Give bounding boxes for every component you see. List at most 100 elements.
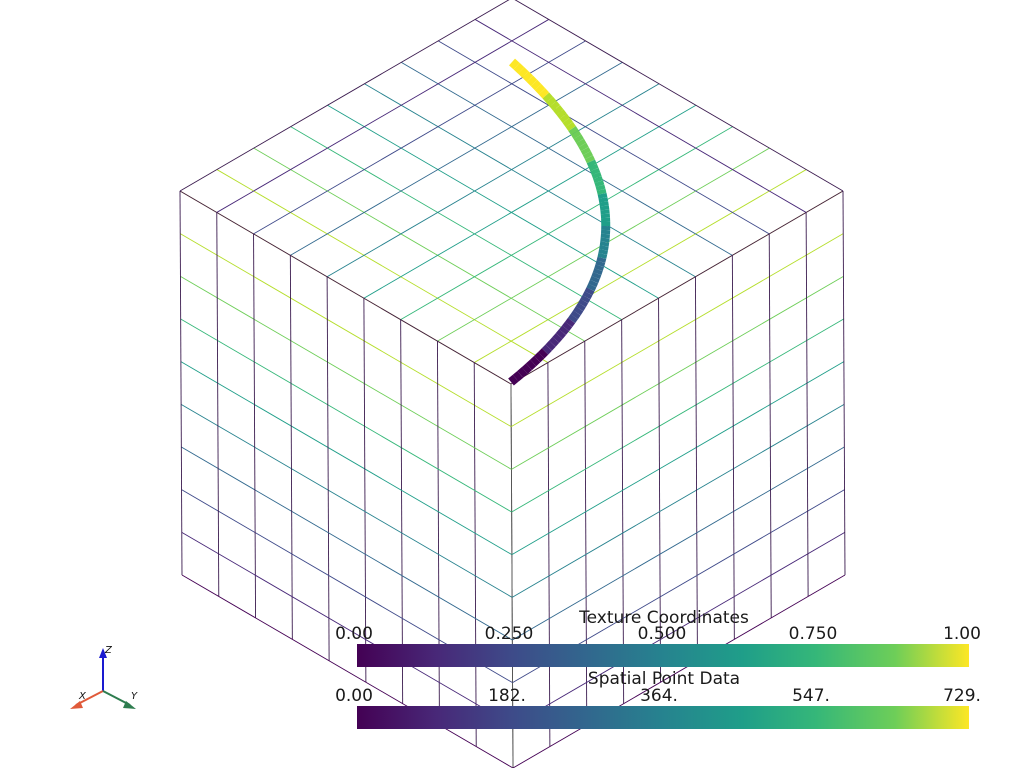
- curve-segment: [586, 283, 597, 292]
- z-axis-arrow-icon: [99, 648, 107, 658]
- curve-segment: [588, 163, 599, 172]
- grid-line-right: [512, 531, 846, 726]
- curve-segment: [567, 314, 578, 324]
- grid-line-top: [364, 83, 696, 278]
- grid-line-right: [731, 255, 735, 640]
- grid-line-left: [180, 275, 512, 470]
- curve-segment: [556, 109, 567, 119]
- curve-segment: [538, 88, 550, 99]
- grid-line-left: [216, 212, 220, 597]
- grid-line-top: [179, 0, 510, 192]
- grid-line-left: [181, 574, 514, 768]
- grid-line-left: [180, 403, 513, 598]
- curve-segment: [597, 192, 608, 199]
- curve-segment: [546, 96, 557, 107]
- grid-line-right: [510, 383, 514, 768]
- colorbar-tick: 0.750: [788, 624, 838, 644]
- colorbar-title-texture: Texture Coordinates: [579, 608, 749, 628]
- grid-line-right: [511, 403, 845, 598]
- curve-segment: [573, 134, 584, 144]
- x-axis-label: X: [79, 691, 86, 702]
- grid-line-top: [514, 0, 844, 192]
- colorbar-tick: 0.00: [335, 686, 373, 706]
- grid-line-left: [400, 319, 404, 704]
- grid-line-right: [805, 212, 809, 597]
- grid-line-left: [179, 190, 183, 576]
- curve-segment: [526, 75, 538, 87]
- grid-line-right: [511, 275, 844, 470]
- grid-line-top: [253, 147, 586, 342]
- curve-segment: [553, 105, 564, 115]
- curve-segment: [578, 142, 589, 152]
- y-axis-arrow-icon: [123, 701, 136, 709]
- curve-segment: [538, 348, 549, 359]
- curve-segment: [512, 370, 524, 382]
- grid-line-right: [842, 190, 846, 576]
- grid-line-right: [584, 341, 588, 726]
- curve-segment: [596, 256, 607, 263]
- colorbar-tick: 0.500: [637, 624, 687, 644]
- grid-line-top: [400, 126, 733, 321]
- grid-line-left: [253, 233, 257, 618]
- curve-segment: [573, 306, 584, 316]
- curve-segment: [578, 298, 589, 308]
- grid-lines: [179, 0, 846, 768]
- curve-segment: [534, 352, 545, 363]
- grid-line-left: [326, 276, 330, 661]
- grid-line-right: [511, 361, 845, 556]
- curve-segment: [589, 275, 600, 284]
- curve-segment: [565, 317, 576, 328]
- curve-segment: [594, 180, 605, 188]
- curve-segment: [595, 260, 606, 267]
- grid-line-right: [658, 298, 662, 683]
- curve-segment: [549, 100, 561, 111]
- curve-segment: [522, 71, 533, 82]
- grid-line-right: [511, 318, 844, 513]
- colorbar-tick: 0.00: [335, 624, 373, 644]
- curve-segment: [593, 176, 604, 184]
- grid-line-top: [216, 19, 550, 213]
- colorbar-tick: 729.: [943, 686, 981, 706]
- colorbar-tick: 182.: [488, 686, 526, 706]
- x-axis-arrow-icon: [70, 701, 83, 709]
- grid-line-left: [436, 341, 440, 726]
- curve-segment: [513, 62, 525, 74]
- grid-line-left: [363, 298, 367, 683]
- curve-segment: [508, 374, 519, 386]
- colorbar-tick: 547.: [792, 686, 830, 706]
- curve-segment: [586, 159, 597, 168]
- grid-line-top: [473, 169, 807, 363]
- colorbar-texture-gradient: [357, 644, 969, 667]
- curve-segment: [598, 197, 609, 203]
- curve-segment: [594, 264, 605, 272]
- grid-line-top: [401, 61, 733, 256]
- y-axis-label: Y: [131, 691, 138, 702]
- curve-segment: [571, 130, 582, 140]
- curve-segment: [591, 172, 602, 180]
- curve-segment: [584, 287, 595, 296]
- curve-segment: [559, 113, 570, 124]
- curve-segment: [541, 344, 552, 355]
- curve-segment: [591, 272, 602, 280]
- colorbar-tick: 364.: [640, 686, 678, 706]
- curve-segment: [599, 245, 609, 251]
- curve-segment: [518, 67, 529, 78]
- curve-segment: [575, 302, 586, 312]
- curve-segment: [582, 151, 593, 160]
- grid-line-top: [216, 169, 549, 363]
- curve-segment: [530, 79, 542, 91]
- grid-line-top: [326, 83, 660, 278]
- orientation-axes-widget[interactable]: [60, 642, 150, 722]
- curve-segment: [588, 279, 599, 288]
- grid-line-top: [474, 19, 807, 213]
- curve-segment: [592, 268, 603, 276]
- z-axis-label: Z: [105, 645, 112, 656]
- grid-line-left: [181, 531, 514, 726]
- curve-segment: [545, 340, 556, 351]
- curve-segment: [596, 188, 607, 195]
- curve-segment: [576, 138, 587, 148]
- curve-segment: [599, 205, 610, 211]
- grid-line-top: [290, 126, 622, 321]
